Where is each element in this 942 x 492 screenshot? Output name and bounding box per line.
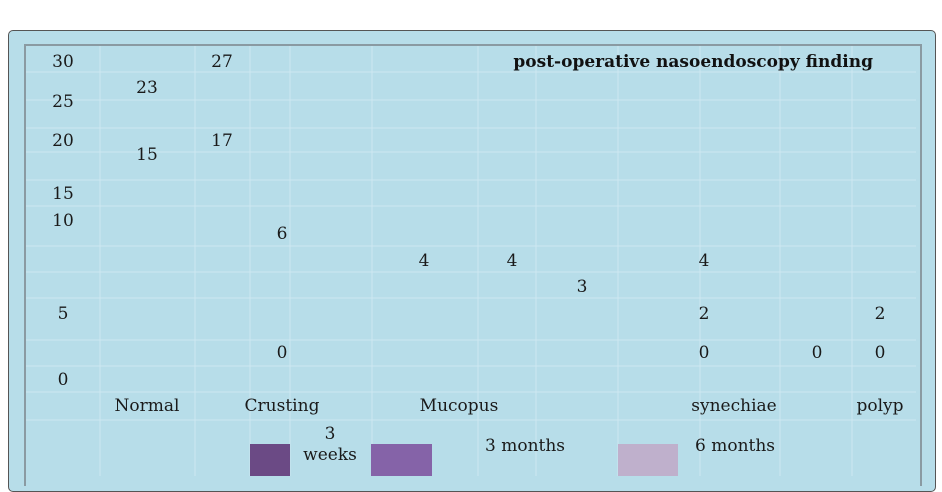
- data-labels: 23 6 4 4 0 27 0 4 2 0 15 17 3 0 2: [136, 52, 885, 363]
- data-label: 2: [699, 304, 710, 324]
- data-label: 4: [507, 251, 518, 271]
- data-label: 15: [136, 145, 158, 165]
- data-label: 6: [277, 224, 288, 244]
- legend-swatch: [371, 444, 432, 476]
- y-tick-label: 0: [58, 370, 69, 390]
- category-label: Mucopus: [420, 396, 499, 416]
- chart-frame: [8, 30, 936, 492]
- data-label: 23: [136, 78, 158, 98]
- legend-label-3-weeks: 3 weeks: [303, 424, 357, 465]
- legend-label-6-months: 6 months: [695, 436, 776, 456]
- data-label: 0: [812, 343, 823, 363]
- y-tick-label: 15: [52, 184, 74, 204]
- data-label: 27: [211, 52, 233, 72]
- chart-title: post-operative nasoendoscopy finding: [513, 52, 873, 72]
- category-labels: Normal Crusting Mucopus synechiae polyp: [115, 396, 904, 416]
- y-tick-label: 25: [52, 92, 74, 112]
- gridlines: [26, 46, 916, 476]
- y-tick-label: 5: [58, 304, 69, 324]
- y-tick-labels: 30 25 20 15 10 5 0: [52, 52, 74, 390]
- data-label: 4: [699, 251, 710, 271]
- legend-swatches: [250, 444, 678, 476]
- category-label: synechiae: [691, 396, 776, 416]
- legend-swatch: [618, 444, 678, 476]
- category-label: Normal: [115, 396, 180, 416]
- legend-label-3-months: 3 months: [485, 436, 566, 456]
- data-label: 0: [699, 343, 710, 363]
- data-label: 4: [419, 251, 430, 271]
- y-tick-label: 20: [52, 131, 74, 151]
- data-label: 17: [211, 131, 233, 151]
- category-label: polyp: [856, 396, 903, 416]
- data-label: 3: [577, 277, 588, 297]
- data-label: 2: [875, 304, 886, 324]
- y-tick-label: 10: [52, 211, 74, 231]
- plot-area: [24, 44, 922, 486]
- y-tick-label: 30: [52, 52, 74, 72]
- category-label: Crusting: [245, 396, 320, 416]
- data-label: 0: [277, 343, 288, 363]
- chart: post-operative nasoendoscopy finding 302…: [26, 46, 916, 476]
- data-label: 0: [875, 343, 886, 363]
- legend-swatch: [250, 444, 290, 476]
